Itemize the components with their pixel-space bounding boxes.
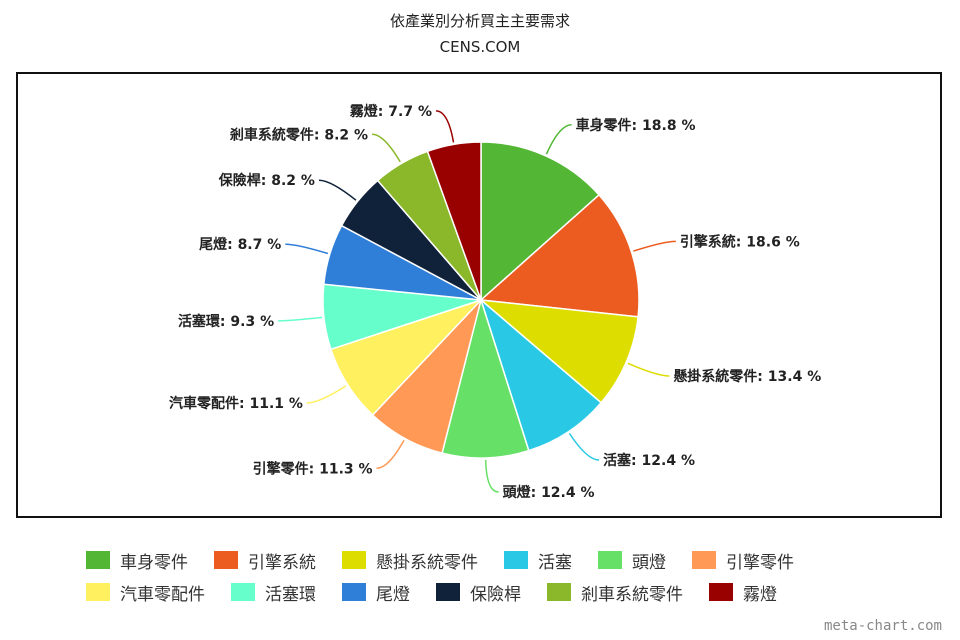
legend-swatch	[86, 583, 110, 601]
legend-item[interactable]: 懸掛系統零件	[342, 548, 478, 573]
legend-label: 尾燈	[376, 584, 410, 605]
pie-slice[interactable]	[480, 141, 601, 302]
legend-label: 引擎系統	[248, 552, 316, 573]
legend-swatch	[692, 551, 716, 569]
chart-subtitle: CENS.COM	[439, 38, 521, 56]
legend-swatch	[436, 583, 460, 601]
slice-connector	[278, 316, 323, 322]
slice-data-label: 霧燈: 7.7 %	[350, 103, 432, 120]
legend-label: 活塞	[538, 552, 572, 573]
legend-label: 車身零件	[120, 552, 188, 573]
legend-label: 霧燈	[743, 584, 777, 605]
pie-slice[interactable]	[479, 297, 603, 452]
chart-title: 依產業別分析買主主要需求	[389, 12, 570, 30]
legend-item[interactable]: 保險桿	[436, 580, 521, 605]
legend-item[interactable]: 活塞環	[231, 580, 316, 605]
chart-legend: 車身零件 引擎系統 懸掛系統零件 活塞 頭燈 引擎零件汽車零配件 活塞環 尾燈 保險桿 剎車系統零…	[86, 548, 916, 605]
legend-label: 汽車零配件	[120, 584, 205, 605]
slice-data-label: 保險桿: 8.2 %	[218, 172, 315, 189]
legend-swatch	[598, 551, 622, 569]
legend-item[interactable]: 引擎零件	[692, 548, 794, 573]
legend-swatch	[214, 551, 238, 569]
pie-chart: 車身零件: 18.8 % 引擎系統: 18.6 % 懸掛系統零件: 13.4 % 活塞…	[169, 103, 821, 501]
slice-data-label: 引擎零件: 11.3 %	[253, 460, 373, 477]
pie-slice[interactable]	[426, 141, 482, 301]
legend-swatch	[342, 551, 366, 569]
slice-connector	[484, 459, 499, 493]
slice-data-label: 頭燈: 12.4 %	[503, 484, 595, 501]
slice-connector	[318, 179, 357, 201]
legend-label: 剎車系統零件	[581, 584, 683, 605]
legend-swatch	[231, 583, 255, 601]
legend-swatch	[342, 583, 366, 601]
legend-swatch	[86, 551, 110, 569]
legend-swatch	[547, 583, 571, 601]
slice-connector	[285, 243, 329, 255]
legend-label: 懸掛系統零件	[376, 552, 478, 573]
legend-item[interactable]: 汽車零配件	[86, 580, 205, 605]
legend-item[interactable]: 剎車系統零件	[547, 580, 683, 605]
slice-data-label: 活塞: 12.4 %	[603, 452, 695, 469]
pie-slice[interactable]	[441, 297, 530, 459]
legend-label: 活塞環	[265, 584, 316, 605]
pie-slice[interactable]	[478, 298, 639, 404]
legend-label: 保險桿	[470, 584, 521, 605]
legend-item[interactable]: 霧燈	[709, 580, 777, 605]
slice-data-label: 剎車系統零件: 8.2 %	[229, 126, 368, 143]
slice-data-label: 懸掛系統零件: 13.4 %	[673, 368, 821, 385]
slice-connector	[545, 124, 572, 155]
watermark: meta-chart.com	[823, 618, 942, 634]
slice-data-label: 尾燈: 8.7 %	[199, 236, 281, 253]
slice-data-label: 汽車零配件: 11.1 %	[169, 395, 303, 412]
slice-connector	[633, 240, 676, 252]
legend-item[interactable]: 尾燈	[342, 580, 410, 605]
slice-data-label: 引擎系統: 18.6 %	[680, 233, 800, 250]
legend-swatch	[709, 583, 733, 601]
pie-slice[interactable]	[479, 193, 640, 318]
slice-connector	[568, 432, 600, 461]
legend-label: 引擎零件	[726, 552, 794, 573]
legend-item[interactable]: 引擎系統	[214, 548, 316, 573]
slice-connector	[306, 385, 347, 404]
slice-data-label: 活塞環: 9.3 %	[178, 313, 274, 330]
slice-connector	[435, 110, 455, 143]
legend-label: 頭燈	[632, 552, 666, 573]
legend-item[interactable]: 活塞	[504, 548, 572, 573]
slice-connector	[376, 439, 405, 470]
slice-connector	[371, 133, 401, 163]
chart-frame: 車身零件: 18.8 % 引擎系統: 18.6 % 懸掛系統零件: 13.4 % 活塞…	[16, 72, 942, 518]
slice-data-label: 車身零件: 18.8 %	[576, 117, 696, 134]
slice-connector	[627, 362, 670, 377]
legend-item[interactable]: 頭燈	[598, 548, 666, 573]
legend-item[interactable]: 車身零件	[86, 548, 188, 573]
legend-swatch	[504, 551, 528, 569]
